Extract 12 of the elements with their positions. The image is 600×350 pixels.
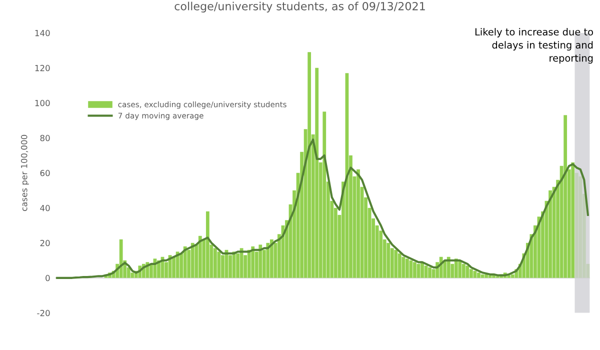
chart-title: college/university students, as of 09/13/2021 [174,2,425,13]
y-tick-label: 60 [40,170,50,176]
y-tick-label: 100 [35,100,50,106]
y-tick-label: 40 [40,204,50,212]
y-axis-title: cases per 100,000 [20,134,29,211]
y-tick-label: 80 [40,134,50,142]
y-tick-label: 140 [35,30,50,36]
y-tick-label: 20 [40,240,50,246]
y-tick-label: 0 [46,274,50,282]
annotation: Likely to increase due to delays in testing and reporting [475,28,593,64]
y-tick-label: -20 [37,310,50,316]
y-tick-label: 120 [35,64,50,72]
